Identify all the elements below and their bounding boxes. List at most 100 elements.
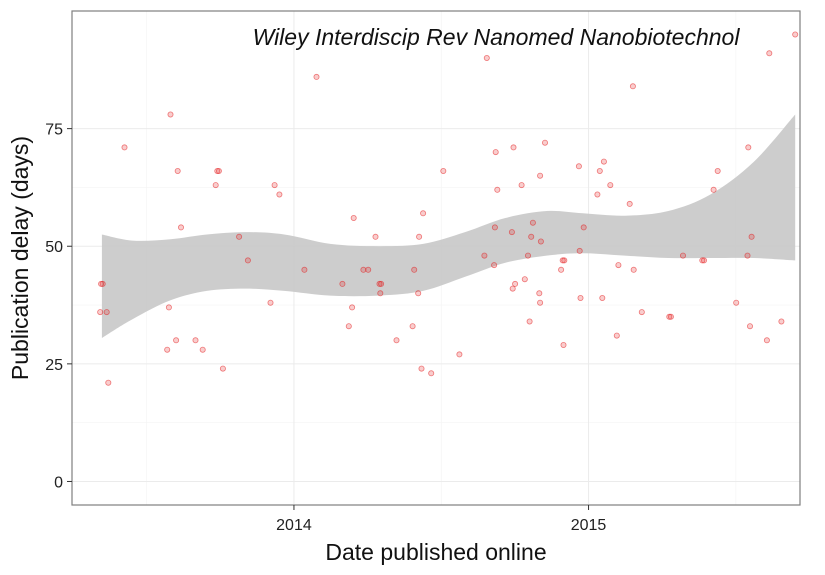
data-point bbox=[600, 158, 607, 165]
y-axis-title: Publication delay (days) bbox=[7, 136, 33, 380]
data-point bbox=[577, 294, 584, 301]
data-point bbox=[778, 318, 785, 325]
data-point bbox=[481, 252, 488, 259]
data-point bbox=[121, 144, 128, 151]
data-point bbox=[630, 266, 637, 273]
data-point bbox=[560, 341, 567, 348]
data-point bbox=[244, 257, 251, 264]
data-point bbox=[537, 238, 544, 245]
data-point bbox=[372, 233, 379, 240]
data-point bbox=[599, 294, 606, 301]
data-points bbox=[97, 31, 799, 386]
data-point bbox=[615, 262, 622, 269]
data-point bbox=[666, 313, 673, 320]
data-point bbox=[525, 252, 532, 259]
data-point bbox=[165, 304, 172, 311]
data-point bbox=[483, 55, 490, 62]
y-tick-label: 75 bbox=[45, 122, 63, 139]
data-point bbox=[528, 233, 535, 240]
data-point bbox=[271, 182, 278, 189]
data-point bbox=[492, 149, 499, 156]
data-point bbox=[576, 247, 583, 254]
x-tick-label: 2014 bbox=[276, 517, 312, 534]
panel-border bbox=[71, 10, 801, 506]
data-point bbox=[680, 252, 687, 259]
data-point bbox=[542, 139, 549, 146]
data-point bbox=[638, 309, 645, 316]
y-tick-label: 50 bbox=[45, 239, 63, 256]
data-point bbox=[667, 313, 674, 320]
data-point bbox=[744, 252, 751, 259]
data-point bbox=[215, 167, 222, 174]
x-axis: 2014 2015 bbox=[276, 505, 606, 534]
data-point bbox=[494, 186, 501, 193]
data-point bbox=[714, 167, 721, 174]
data-point bbox=[365, 266, 372, 273]
data-point bbox=[97, 309, 104, 316]
x-axis-title: Date published online bbox=[325, 539, 546, 565]
grid-minor bbox=[72, 11, 800, 505]
data-point bbox=[177, 224, 184, 231]
chart-title: Wiley Interdiscip Rev Nanomed Nanobiotec… bbox=[253, 24, 741, 50]
data-point bbox=[164, 346, 171, 353]
data-point bbox=[420, 210, 427, 217]
data-point bbox=[440, 167, 447, 174]
data-point bbox=[521, 276, 528, 283]
data-point bbox=[510, 144, 517, 151]
data-point bbox=[529, 219, 536, 226]
data-point bbox=[575, 163, 582, 170]
data-point bbox=[98, 280, 105, 287]
data-point bbox=[416, 233, 423, 240]
data-point bbox=[594, 191, 601, 198]
data-point bbox=[792, 31, 799, 38]
data-point bbox=[349, 304, 356, 311]
data-point bbox=[393, 337, 400, 344]
data-point bbox=[526, 318, 533, 325]
data-point bbox=[561, 257, 568, 264]
data-point bbox=[512, 280, 519, 287]
data-point bbox=[428, 370, 435, 377]
data-point bbox=[167, 111, 174, 118]
data-point bbox=[174, 167, 181, 174]
data-point bbox=[596, 167, 603, 174]
data-point bbox=[214, 167, 221, 174]
data-point bbox=[701, 257, 708, 264]
data-point bbox=[613, 332, 620, 339]
data-point bbox=[276, 191, 283, 198]
data-point bbox=[415, 290, 422, 297]
data-point bbox=[491, 224, 498, 231]
data-point bbox=[710, 186, 717, 193]
data-point bbox=[537, 299, 544, 306]
data-point bbox=[558, 266, 565, 273]
data-point bbox=[411, 266, 418, 273]
data-point bbox=[377, 290, 384, 297]
data-point bbox=[509, 285, 516, 292]
data-point bbox=[219, 365, 226, 372]
y-tick-label: 0 bbox=[54, 474, 63, 491]
confidence-band bbox=[101, 114, 796, 338]
data-point bbox=[699, 257, 706, 264]
data-point bbox=[339, 280, 346, 287]
x-tick-label: 2015 bbox=[571, 517, 607, 534]
data-point bbox=[766, 50, 773, 57]
data-point bbox=[99, 280, 106, 287]
y-tick-label: 25 bbox=[45, 357, 63, 374]
data-point bbox=[313, 73, 320, 80]
data-point bbox=[199, 346, 206, 353]
data-point bbox=[733, 299, 740, 306]
data-point bbox=[350, 214, 357, 221]
data-point bbox=[212, 182, 219, 189]
data-point bbox=[345, 323, 352, 330]
data-point bbox=[559, 257, 566, 264]
data-point bbox=[192, 337, 199, 344]
data-point bbox=[763, 337, 770, 344]
data-point bbox=[409, 323, 416, 330]
data-point bbox=[456, 351, 463, 358]
data-point bbox=[748, 233, 755, 240]
data-point bbox=[173, 337, 180, 344]
data-point bbox=[629, 83, 636, 90]
data-point bbox=[103, 309, 110, 316]
data-point bbox=[378, 280, 385, 287]
data-point bbox=[105, 379, 112, 386]
data-point bbox=[267, 299, 274, 306]
